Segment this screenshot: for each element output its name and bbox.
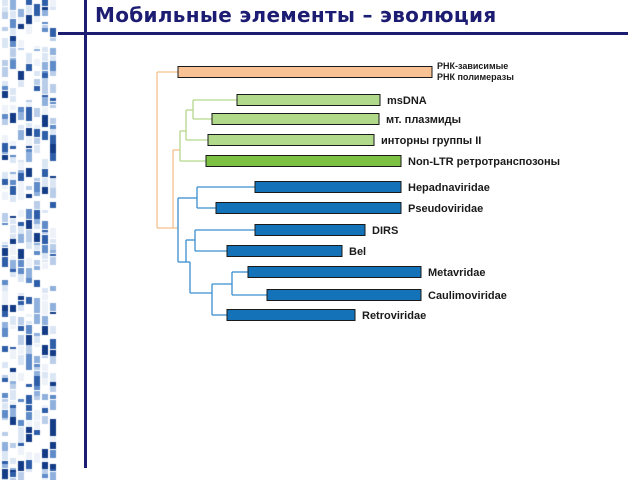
leaf-label-7: DIRS: [372, 225, 398, 237]
leaf-label-8: Bel: [349, 246, 366, 258]
leaf-bar-0: [177, 66, 433, 78]
page-title: Мобильные элементы – эволюция: [95, 3, 497, 27]
leaf-bar-7: [254, 224, 366, 236]
leaf-bar-9: [247, 266, 422, 278]
leaf-label-9: Metavridae: [428, 267, 485, 279]
leaf-bar-5: [254, 181, 402, 193]
leaf-label-3: инторны группы II: [381, 135, 481, 147]
barcode-strip-decoration: [0, 0, 58, 480]
leaf-bar-1: [236, 94, 381, 106]
leaf-bar-8: [226, 245, 343, 257]
leaf-bar-6: [215, 202, 402, 214]
leaf-label-6: Pseudoviridae: [408, 203, 483, 215]
tree-branches: [156, 71, 267, 316]
leaf-bar-4: [205, 155, 402, 167]
leaf-bar-2: [211, 113, 380, 125]
leaf-label-1: msDNA: [387, 95, 427, 107]
leaf-label-2: мт. плазмиды: [386, 114, 461, 126]
tree-leaf-bars: [177, 66, 433, 321]
leaf-label-10: Caulimoviridae: [428, 290, 507, 302]
leaf-label-0-line-0: РНК-зависимые: [437, 61, 508, 71]
leaf-label-4: Non-LTR ретротранспозоны: [408, 156, 560, 168]
title-underline: [58, 32, 628, 35]
leaf-label-11: Retroviridae: [362, 310, 426, 322]
leaf-bar-3: [207, 134, 375, 146]
leaf-bar-10: [266, 289, 422, 301]
vertical-accent-line: [84, 0, 87, 468]
leaf-bar-11: [226, 309, 356, 321]
leaf-label-5: Hepadnaviridae: [408, 182, 490, 194]
leaf-label-0-line-1: РНК полимеразы: [437, 72, 514, 82]
